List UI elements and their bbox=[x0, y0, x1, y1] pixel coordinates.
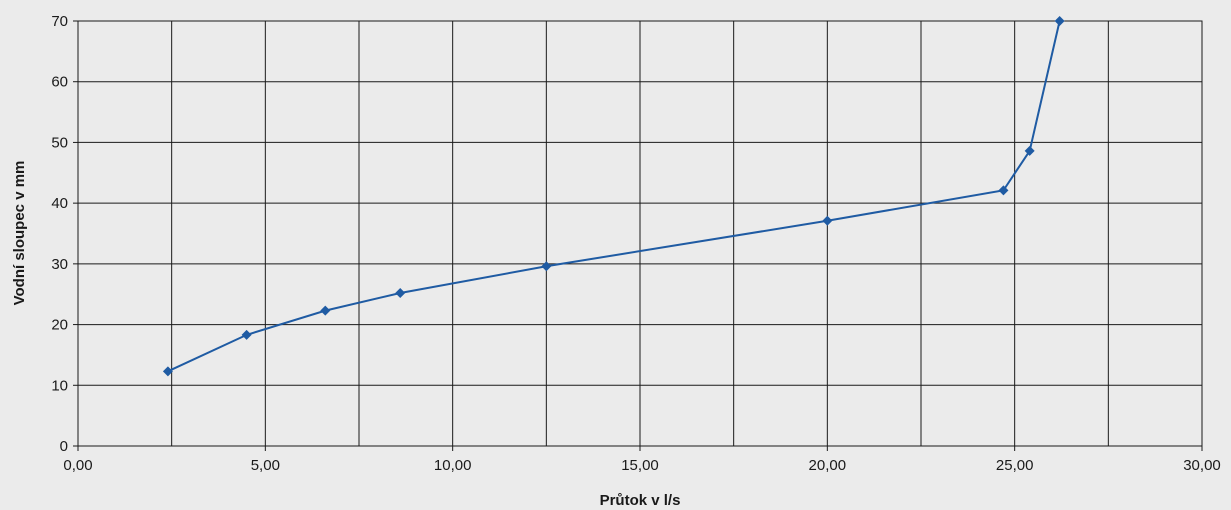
y-tick-label: 0 bbox=[60, 438, 68, 455]
y-axis-title: Vodní sloupec v mm bbox=[11, 161, 28, 306]
x-tick-label: 0,00 bbox=[63, 457, 92, 474]
x-tick-label: 25,00 bbox=[996, 457, 1034, 474]
y-tick-label: 70 bbox=[51, 13, 68, 30]
data-point-marker bbox=[395, 288, 406, 298]
data-point-marker bbox=[998, 185, 1009, 196]
grid-lines bbox=[78, 21, 1202, 446]
y-tick-label: 30 bbox=[51, 256, 68, 273]
x-tick-label: 15,00 bbox=[621, 457, 659, 474]
x-tick-label: 10,00 bbox=[434, 457, 472, 474]
x-axis-title: Průtok v l/s bbox=[600, 492, 681, 509]
x-tick-label: 30,00 bbox=[1183, 457, 1221, 474]
y-tick-label: 40 bbox=[51, 195, 68, 212]
data-point-marker bbox=[541, 261, 552, 272]
y-axis-ticks: 0 10 20 30 40 50 60 70 bbox=[51, 13, 78, 455]
y-tick-label: 20 bbox=[51, 317, 68, 334]
data-point-marker bbox=[1054, 16, 1065, 26]
y-tick-label: 10 bbox=[51, 377, 68, 394]
y-tick-label: 50 bbox=[51, 134, 68, 151]
data-point-marker bbox=[162, 366, 173, 377]
x-axis-ticks: 0,00 5,00 10,00 15,00 20,00 25,00 30,00 bbox=[63, 446, 1221, 474]
x-tick-label: 20,00 bbox=[809, 457, 847, 474]
x-tick-label: 5,00 bbox=[251, 457, 280, 474]
y-tick-label: 60 bbox=[51, 74, 68, 91]
data-point-marker bbox=[241, 329, 252, 340]
data-point-marker bbox=[822, 215, 833, 226]
series-group bbox=[162, 16, 1065, 377]
data-point-marker bbox=[1024, 145, 1035, 156]
data-point-marker bbox=[320, 305, 331, 316]
